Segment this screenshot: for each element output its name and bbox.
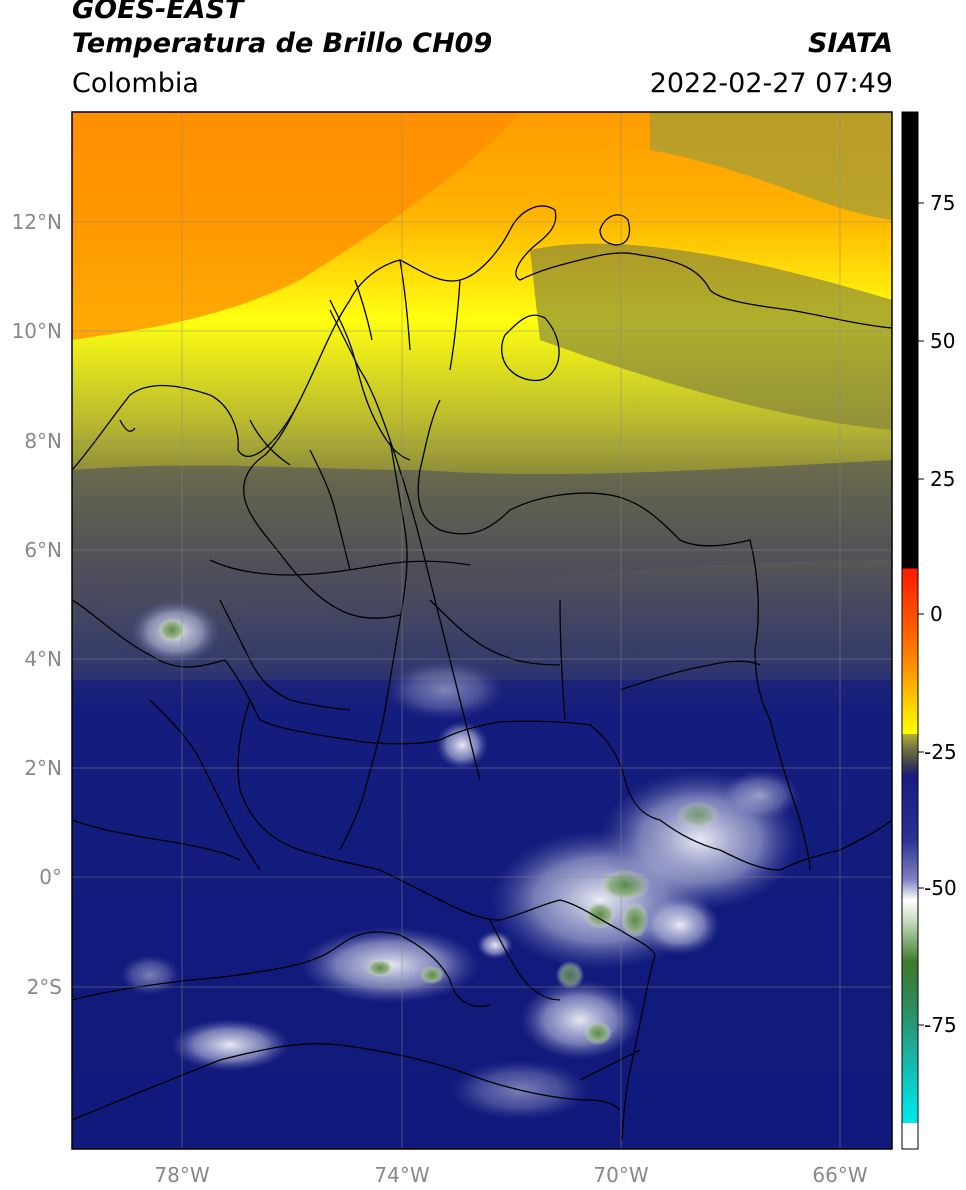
lat-tick-label: 2°N — [24, 756, 62, 780]
lon-tick-label: 66°W — [812, 1163, 867, 1187]
colorbar-tick-label: -50 — [924, 876, 957, 900]
colorbar: 75 50 25 0 -25 -50 -75 — [901, 111, 957, 1150]
lon-tick-label: 70°W — [593, 1163, 648, 1187]
graticule — [72, 112, 892, 1149]
colorbar-tick-label: 0 — [930, 602, 943, 626]
colorbar-tick-label: 25 — [930, 467, 955, 491]
convective-clouds — [120, 600, 800, 1120]
colorbar-tick-label: -25 — [924, 740, 957, 764]
latitude-axis: 12°N 10°N 8°N 6°N 4°N 2°N 0° 2°S — [12, 210, 62, 999]
colorbar-tick-label: 75 — [930, 191, 955, 215]
temperature-field — [72, 112, 892, 1149]
colorbar-gradient — [901, 111, 919, 1150]
colorbar-tick-label: -75 — [924, 1013, 957, 1037]
lon-tick-label: 74°W — [374, 1163, 429, 1187]
longitude-axis: 78°W 74°W 70°W 66°W — [154, 1163, 867, 1187]
lat-tick-label: 10°N — [12, 319, 62, 343]
colorbar-tick-label: 50 — [930, 329, 955, 353]
lon-tick-label: 78°W — [154, 1163, 209, 1187]
satellite-title: GOES-EAST — [72, 0, 244, 25]
lat-tick-label: 0° — [39, 865, 62, 889]
product-title: Temperatura de Brillo CH09 — [72, 28, 493, 59]
lat-tick-label: 2°S — [27, 975, 62, 999]
lat-tick-label: 4°N — [24, 647, 62, 671]
timestamp-label: 2022-02-27 07:49 — [649, 68, 893, 99]
lat-tick-label: 8°N — [24, 429, 62, 453]
organization-label: SIATA — [807, 28, 893, 59]
region-label: Colombia — [72, 68, 199, 99]
lat-tick-label: 12°N — [12, 210, 62, 234]
country-borders — [72, 205, 892, 1141]
map-frame — [71, 111, 893, 1150]
lat-tick-label: 6°N — [24, 538, 62, 562]
